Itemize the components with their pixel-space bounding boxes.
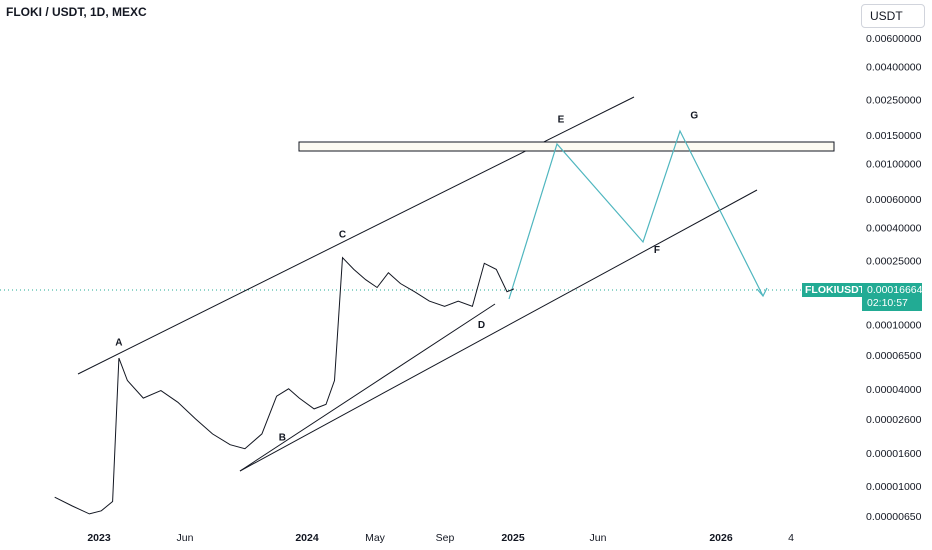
y-tick-label: 0.00150000 [866, 130, 922, 142]
resistance-zone [298, 141, 835, 152]
candle-countdown: 02:10:57 [867, 297, 908, 309]
y-tick-label: 0.00060000 [866, 194, 922, 206]
y-tick-label: 0.00000650 [866, 511, 922, 523]
y-tick-label: 0.00250000 [866, 94, 922, 106]
wave-point-label: C [339, 229, 346, 240]
channel-lower-line [239, 189, 758, 472]
x-tick-label: Jun [177, 532, 194, 544]
trendline-b-d [239, 303, 496, 472]
y-tick-label: 0.00040000 [866, 223, 922, 235]
y-tick-label: 0.00001000 [866, 481, 922, 493]
y-tick-label: 0.00600000 [866, 33, 922, 45]
y-tick-label: 0.00010000 [866, 320, 922, 332]
x-tick-label: 2023 [87, 532, 111, 544]
y-tick-label: 0.00400000 [866, 61, 922, 73]
projection-arrowhead [756, 287, 768, 298]
current-price-value: 0.00016664 [867, 284, 923, 296]
x-tick-label: Jun [590, 532, 607, 544]
x-tick-label: May [365, 532, 386, 544]
x-tick-label: 2024 [295, 532, 319, 544]
wave-point-label: B [279, 433, 286, 444]
y-tick-label: 0.00006500 [866, 350, 922, 362]
y-tick-label: 0.00025000 [866, 255, 922, 267]
wave-point-label: A [115, 338, 122, 349]
y-tick-label: 0.00004000 [866, 384, 922, 396]
chart-title: FLOKI / USDT, 1D, MEXC [6, 5, 147, 19]
channel-upper-line [77, 96, 635, 375]
wave-point-label: D [478, 320, 485, 331]
currency-selector[interactable]: USDT [861, 4, 925, 28]
price-series-line [54, 256, 515, 515]
symbol-price-tag: FLOKIUSDT [802, 283, 869, 297]
wave-point-label: E [558, 115, 565, 126]
x-tick-label: Sep [436, 532, 455, 544]
y-tick-label: 0.00100000 [866, 158, 922, 170]
wave-point-label: G [690, 110, 698, 121]
y-tick-label: 0.00001600 [866, 448, 922, 460]
x-tick-label: 4 [788, 532, 794, 544]
current-price-badge: 0.00016664 02:10:57 [862, 283, 922, 311]
wave-point-label: F [654, 245, 660, 256]
projection-path [508, 129, 764, 300]
x-tick-label: 2026 [709, 532, 733, 544]
y-tick-label: 0.00002600 [866, 414, 922, 426]
x-tick-label: 2025 [501, 532, 525, 544]
